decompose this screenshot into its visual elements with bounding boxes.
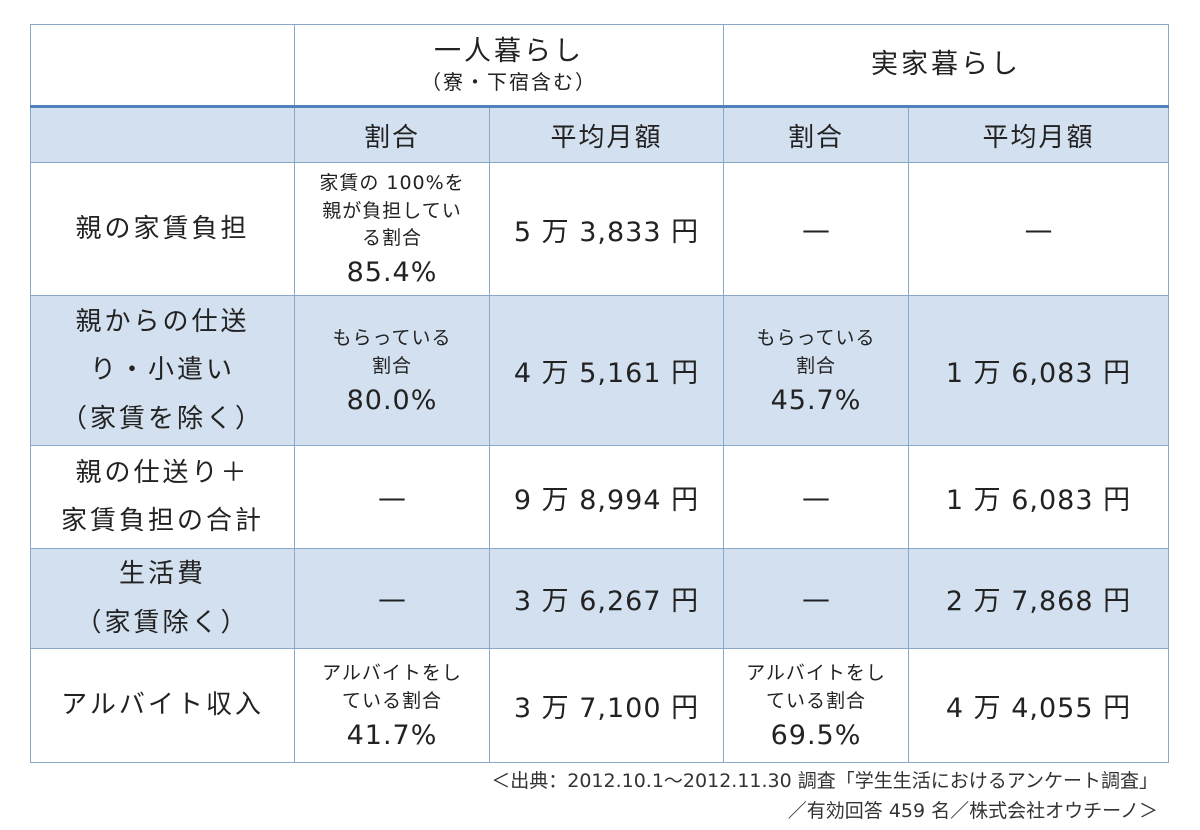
ratio-description: 親が負担してい <box>322 199 462 222</box>
col-header-home-ratio: 割合 <box>723 105 909 163</box>
ratio-percentage: 45.7% <box>770 384 862 416</box>
home-amount-cell: 1 万 6,083 円 <box>908 295 1169 446</box>
alone-ratio-cell: 家賃の 100%を 親が負担してい る割合 85.4% <box>294 162 490 296</box>
row-label: 親からの仕送 り・小遣い （家賃を除く） <box>30 295 295 446</box>
group-header-living-with-family: 実家暮らし <box>723 24 1169 107</box>
source-citation-line-2: ／有効回答 459 名／株式会社オウチーノ＞ <box>787 800 1158 822</box>
row-label-line: 生活費 <box>118 559 206 590</box>
table-row: 親の仕送り＋ 家賃負担の合計 — 9 万 8,994 円 — 1 万 6,083… <box>30 445 1169 549</box>
ratio-description: ている割合 <box>765 690 866 712</box>
col-header-home-amount: 平均月額 <box>908 105 1169 163</box>
ratio-description: もらっている <box>756 327 876 350</box>
home-ratio-cell: — <box>723 445 909 549</box>
ratio-description: アルバイトをし <box>322 662 462 685</box>
ratio-description: もらっている <box>332 327 452 350</box>
table-row: 親からの仕送 り・小遣い （家賃を除く） もらっている 割合 80.0% 4 万… <box>30 295 1169 446</box>
ratio-percentage: 80.0% <box>346 384 438 416</box>
ratio-description: る割合 <box>361 227 422 250</box>
row-label-line: アルバイト収入 <box>61 690 264 721</box>
row-label-line: （家賃を除く） <box>60 403 264 434</box>
header-corner-cell <box>30 24 295 107</box>
alone-amount-cell: 4 万 5,161 円 <box>489 295 724 446</box>
group-header-living-alone: 一人暮らし （寮・下宿含む） <box>294 24 724 107</box>
alone-amount-cell: 5 万 3,833 円 <box>489 162 724 296</box>
alone-ratio-cell: — <box>294 548 490 649</box>
ratio-percentage: 41.7% <box>346 719 438 751</box>
survey-table: 一人暮らし （寮・下宿含む） 実家暮らし 割合 平均月額 割合 平均月額 親の家… <box>30 24 1169 763</box>
ratio-percentage: 69.5% <box>770 719 862 751</box>
header-row: 一人暮らし （寮・下宿含む） 実家暮らし <box>30 24 1169 107</box>
row-label-line: 親からの仕送 <box>75 307 250 338</box>
row-label: アルバイト収入 <box>30 648 295 763</box>
alone-ratio-cell: アルバイトをし ている割合 41.7% <box>294 648 490 763</box>
ratio-description: 割合 <box>795 355 836 377</box>
home-amount-cell: 4 万 4,055 円 <box>908 648 1169 763</box>
home-ratio-cell: アルバイトをし ている割合 69.5% <box>723 648 909 763</box>
home-ratio-cell: もらっている 割合 45.7% <box>723 295 909 446</box>
alone-amount-cell: 3 万 6,267 円 <box>489 548 724 649</box>
row-label-line: 親の仕送り＋ <box>75 457 250 488</box>
ratio-description: 家賃の 100%を <box>319 172 465 195</box>
row-label-line: 親の家賃負担 <box>75 213 250 244</box>
source-citation-line-1: ＜出典：2012.10.1～2012.11.30 調査「学生生活におけるアンケー… <box>491 770 1158 792</box>
table-row: 生活費 （家賃除く） — 3 万 6,267 円 — 2 万 7,868 円 <box>30 548 1169 649</box>
row-label: 親の仕送り＋ 家賃負担の合計 <box>30 445 295 549</box>
ratio-description: 割合 <box>371 355 412 377</box>
home-amount-cell: — <box>908 162 1169 296</box>
home-amount-cell: 2 万 7,868 円 <box>908 548 1169 649</box>
row-label: 親の家賃負担 <box>30 162 295 296</box>
alone-amount-cell: 3 万 7,100 円 <box>489 648 724 763</box>
alone-ratio-cell: — <box>294 445 490 549</box>
ratio-description: ている割合 <box>341 690 442 712</box>
home-amount-cell: 1 万 6,083 円 <box>908 445 1169 549</box>
row-label-line: （家賃除く） <box>75 607 250 638</box>
home-ratio-cell: — <box>723 548 909 649</box>
col-header-alone-ratio: 割合 <box>294 105 490 163</box>
table-row: アルバイト収入 アルバイトをし ている割合 41.7% 3 万 7,100 円 … <box>30 648 1169 763</box>
group-subtitle-living-alone: （寮・下宿含む） <box>421 70 597 95</box>
alone-amount-cell: 9 万 8,994 円 <box>489 445 724 549</box>
alone-ratio-cell: もらっている 割合 80.0% <box>294 295 490 446</box>
col-header-alone-amount: 平均月額 <box>489 105 724 163</box>
row-label-line: 家賃負担の合計 <box>60 506 264 536</box>
row-label-line: り・小遣い <box>89 355 235 386</box>
home-ratio-cell: — <box>723 162 909 296</box>
subheader-row: 割合 平均月額 割合 平均月額 <box>30 105 1169 163</box>
ratio-description: アルバイトをし <box>746 662 886 685</box>
ratio-percentage: 85.4% <box>346 256 438 288</box>
group-title-living-alone: 一人暮らし <box>434 35 584 67</box>
subheader-corner-cell <box>30 105 295 163</box>
table-row: 親の家賃負担 家賃の 100%を 親が負担してい る割合 85.4% 5 万 3… <box>30 162 1169 296</box>
row-label: 生活費 （家賃除く） <box>30 548 295 649</box>
